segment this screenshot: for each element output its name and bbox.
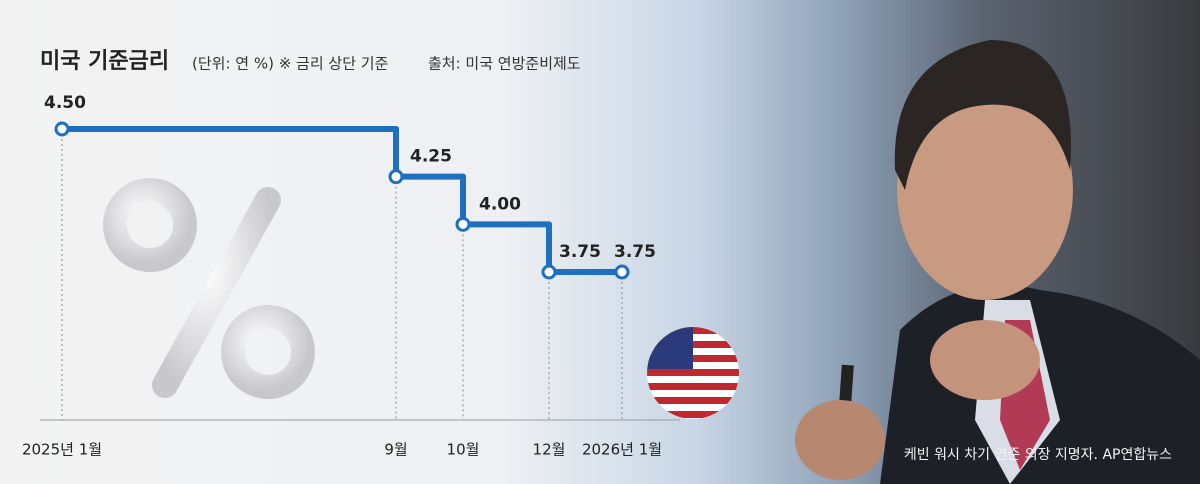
chart-title: 미국 기준금리 (40, 49, 169, 74)
photo (795, 40, 1200, 484)
us-flag (647, 327, 739, 419)
value-label: 4.50 (44, 93, 86, 113)
point (614, 264, 630, 280)
x-tick-label: 2025년 1월 (22, 441, 102, 459)
x-tick-label: 2026년 1월 (582, 441, 662, 459)
source: 출처: 미국 연방준비제도 (428, 55, 581, 73)
value-label: 3.75 (614, 242, 656, 262)
subtitle: (단위: 연 %) ※ 금리 상단 기준 (192, 55, 389, 73)
point (54, 121, 70, 137)
value-label: 4.00 (479, 194, 521, 214)
x-tick-label: 12월 (533, 441, 566, 459)
point (388, 169, 404, 185)
value-label: 4.25 (410, 147, 452, 167)
point (455, 216, 471, 232)
x-tick-label: 9월 (384, 441, 407, 459)
value-label: 3.75 (559, 242, 601, 262)
point (541, 264, 557, 280)
photo-caption: 케빈 워시 차기 연준 의장 지명자. AP연합뉴스 (904, 447, 1172, 463)
percent-icon (103, 178, 315, 399)
x-tick-label: 10월 (447, 441, 480, 459)
